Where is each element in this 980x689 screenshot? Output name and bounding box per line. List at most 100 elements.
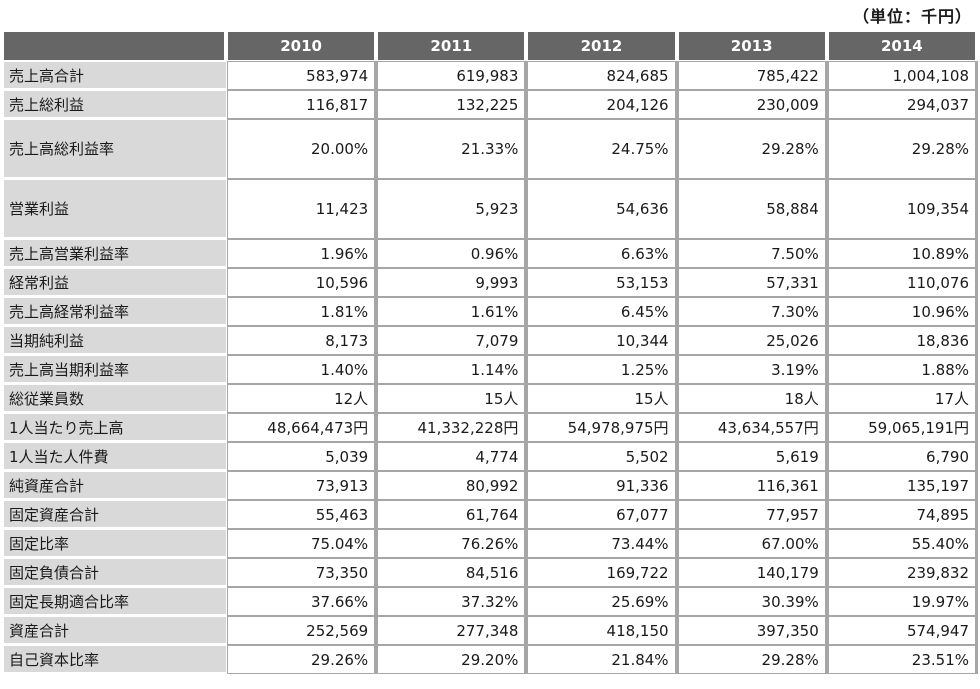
table-row: 売上高経常利益率 1.81% 1.61% 6.45% 7.30% 10.96% — [3, 297, 978, 326]
cell-value: 18,836 — [827, 326, 978, 355]
row-label: 1人当たり売上高 — [3, 413, 227, 442]
cell-value: 7.50% — [677, 239, 828, 268]
cell-value: 54,636 — [527, 179, 678, 239]
cell-value: 29.20% — [377, 645, 528, 674]
cell-value: 6,790 — [827, 442, 978, 471]
row-label: 売上高総利益率 — [3, 119, 227, 179]
cell-value: 239,832 — [827, 558, 978, 587]
cell-value: 619,983 — [377, 61, 528, 90]
cell-value: 48,664,473円 — [227, 413, 378, 442]
cell-value: 5,502 — [527, 442, 678, 471]
cell-value: 10,596 — [227, 268, 378, 297]
cell-value: 76.26% — [377, 529, 528, 558]
cell-value: 29.28% — [827, 119, 978, 179]
cell-value: 55,463 — [227, 500, 378, 529]
cell-value: 1.40% — [227, 355, 378, 384]
table-row: 自己資本比率 29.26% 29.20% 21.84% 29.28% 23.51% — [3, 645, 978, 674]
cell-value: 91,336 — [527, 471, 678, 500]
cell-value: 75.04% — [227, 529, 378, 558]
cell-value: 0.96% — [377, 239, 528, 268]
cell-value: 59,065,191円 — [827, 413, 978, 442]
cell-value: 19.97% — [827, 587, 978, 616]
cell-value: 37.32% — [377, 587, 528, 616]
table-row: 固定長期適合比率 37.66% 37.32% 25.69% 30.39% 19.97% — [3, 587, 978, 616]
row-label: 売上高当期利益率 — [3, 355, 227, 384]
table-row: 経常利益 10,596 9,993 53,153 57,331 110,076 — [3, 268, 978, 297]
table-row: 売上高当期利益率 1.40% 1.14% 1.25% 3.19% 1.88% — [3, 355, 978, 384]
cell-value: 9,993 — [377, 268, 528, 297]
row-label: 総従業員数 — [3, 384, 227, 413]
cell-value: 1.14% — [377, 355, 528, 384]
cell-value: 17人 — [827, 384, 978, 413]
table-row: 1人当た人件費 5,039 4,774 5,502 5,619 6,790 — [3, 442, 978, 471]
cell-value: 1.96% — [227, 239, 378, 268]
cell-value: 6.63% — [527, 239, 678, 268]
cell-value: 4,774 — [377, 442, 528, 471]
cell-value: 25,026 — [677, 326, 828, 355]
cell-value: 135,197 — [827, 471, 978, 500]
row-label: 売上高営業利益率 — [3, 239, 227, 268]
table-row: 売上総利益 116,817 132,225 204,126 230,009 294,037 — [3, 90, 978, 119]
cell-value: 574,947 — [827, 616, 978, 645]
row-label: 営業利益 — [3, 179, 227, 239]
cell-value: 10.89% — [827, 239, 978, 268]
cell-value: 785,422 — [677, 61, 828, 90]
table-row: 資産合計 252,569 277,348 418,150 397,350 574,947 — [3, 616, 978, 645]
cell-value: 58,884 — [677, 179, 828, 239]
cell-value: 6.45% — [527, 297, 678, 326]
cell-value: 37.66% — [227, 587, 378, 616]
cell-value: 53,153 — [527, 268, 678, 297]
table-row: 当期純利益 8,173 7,079 10,344 25,026 18,836 — [3, 326, 978, 355]
cell-value: 57,331 — [677, 268, 828, 297]
cell-value: 116,817 — [227, 90, 378, 119]
cell-value: 5,923 — [377, 179, 528, 239]
cell-value: 24.75% — [527, 119, 678, 179]
header-year: 2011 — [377, 31, 528, 61]
cell-value: 21.84% — [527, 645, 678, 674]
cell-value: 11,423 — [227, 179, 378, 239]
cell-value: 1.88% — [827, 355, 978, 384]
cell-value: 55.40% — [827, 529, 978, 558]
cell-value: 1.81% — [227, 297, 378, 326]
header-year: 2012 — [527, 31, 678, 61]
cell-value: 7,079 — [377, 326, 528, 355]
financial-table: 2010 2011 2012 2013 2014 売上高合計 583,974 619… — [3, 31, 978, 674]
row-label: 1人当た人件費 — [3, 442, 227, 471]
table-row: 1人当たり売上高 48,664,473円 41,332,228円 54,978,975… — [3, 413, 978, 442]
cell-value: 20.00% — [227, 119, 378, 179]
cell-value: 109,354 — [827, 179, 978, 239]
table-row: 営業利益 11,423 5,923 54,636 58,884 109,354 — [3, 179, 978, 239]
cell-value: 29.28% — [677, 645, 828, 674]
table-row: 売上高合計 583,974 619,983 824,685 785,422 1,004,1… — [3, 61, 978, 90]
table-row: 純資産合計 73,913 80,992 91,336 116,361 135,197 — [3, 471, 978, 500]
cell-value: 18人 — [677, 384, 828, 413]
cell-value: 7.30% — [677, 297, 828, 326]
cell-value: 80,992 — [377, 471, 528, 500]
row-label: 固定資産合計 — [3, 500, 227, 529]
header-year: 2014 — [827, 31, 978, 61]
cell-value: 3.19% — [677, 355, 828, 384]
header-row: 2010 2011 2012 2013 2014 — [3, 31, 978, 61]
cell-value: 140,179 — [677, 558, 828, 587]
cell-value: 61,764 — [377, 500, 528, 529]
cell-value: 169,722 — [527, 558, 678, 587]
cell-value: 397,350 — [677, 616, 828, 645]
cell-value: 230,009 — [677, 90, 828, 119]
row-label: 売上総利益 — [3, 90, 227, 119]
cell-value: 204,126 — [527, 90, 678, 119]
row-label: 自己資本比率 — [3, 645, 227, 674]
row-label: 売上高経常利益率 — [3, 297, 227, 326]
cell-value: 12人 — [227, 384, 378, 413]
cell-value: 73,913 — [227, 471, 378, 500]
cell-value: 67,077 — [527, 500, 678, 529]
cell-value: 277,348 — [377, 616, 528, 645]
cell-value: 132,225 — [377, 90, 528, 119]
cell-value: 43,634,557円 — [677, 413, 828, 442]
cell-value: 10,344 — [527, 326, 678, 355]
header-year: 2013 — [677, 31, 828, 61]
cell-value: 10.96% — [827, 297, 978, 326]
cell-value: 21.33% — [377, 119, 528, 179]
cell-value: 252,569 — [227, 616, 378, 645]
cell-value: 84,516 — [377, 558, 528, 587]
cell-value: 110,076 — [827, 268, 978, 297]
